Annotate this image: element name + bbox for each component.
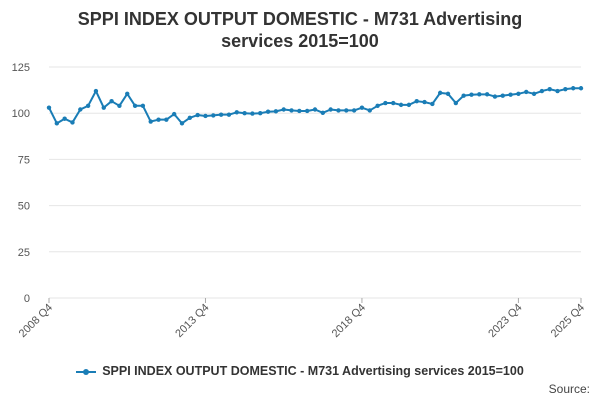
data-point[interactable] <box>336 108 341 113</box>
data-point[interactable] <box>218 112 224 117</box>
data-point[interactable] <box>320 110 326 116</box>
series-layer <box>46 86 584 126</box>
data-point[interactable] <box>453 100 459 106</box>
data-point[interactable] <box>125 91 130 97</box>
data-point[interactable] <box>289 108 294 113</box>
data-point[interactable] <box>54 121 60 126</box>
data-point[interactable] <box>469 92 474 97</box>
data-point[interactable] <box>406 102 412 108</box>
data-point[interactable] <box>430 101 435 107</box>
data-point[interactable] <box>234 110 239 115</box>
data-point[interactable] <box>85 103 91 109</box>
data-point[interactable] <box>164 117 169 122</box>
data-point[interactable] <box>484 92 490 97</box>
data-point[interactable] <box>570 86 576 91</box>
data-point[interactable] <box>312 107 318 112</box>
data-point[interactable] <box>242 111 247 116</box>
legend[interactable]: SPPI INDEX OUTPUT DOMESTIC - M731 Advert… <box>0 364 600 378</box>
data-point[interactable] <box>211 113 216 118</box>
chart-title: SPPI INDEX OUTPUT DOMESTIC - M731 Advert… <box>77 9 523 51</box>
data-point[interactable] <box>492 94 498 99</box>
data-point[interactable] <box>258 111 263 116</box>
data-point[interactable] <box>516 91 521 97</box>
data-point[interactable] <box>273 109 279 114</box>
data-point[interactable] <box>344 108 349 113</box>
data-point[interactable] <box>359 105 365 110</box>
x-tick-label: 2018 Q4 <box>330 302 368 340</box>
data-point[interactable] <box>226 112 232 117</box>
data-point[interactable] <box>281 107 286 112</box>
data-point[interactable] <box>445 91 451 97</box>
y-axis: 0 25 50 75 100 125 <box>12 62 30 305</box>
data-point[interactable] <box>187 115 193 121</box>
data-point[interactable] <box>101 105 106 110</box>
data-point[interactable] <box>351 108 357 113</box>
data-point[interactable] <box>578 86 584 91</box>
x-tick-label: 2013 Q4 <box>173 302 211 340</box>
data-point[interactable] <box>383 100 388 106</box>
x-tick-label: 2023 Q4 <box>486 302 524 340</box>
data-point[interactable] <box>422 99 427 105</box>
data-point[interactable] <box>477 92 482 97</box>
y-tick-label: 100 <box>12 108 30 120</box>
data-point[interactable] <box>508 92 513 97</box>
y-tick-label: 25 <box>18 247 30 259</box>
data-point[interactable] <box>297 108 302 114</box>
data-point[interactable] <box>156 117 161 122</box>
data-point[interactable] <box>78 107 83 112</box>
data-point[interactable] <box>391 100 396 106</box>
data-point[interactable] <box>531 91 537 97</box>
data-point[interactable] <box>179 121 185 126</box>
data-point[interactable] <box>563 86 568 92</box>
data-point[interactable] <box>62 116 67 121</box>
data-point[interactable] <box>46 105 52 110</box>
legend-swatch <box>76 368 97 375</box>
data-point[interactable] <box>304 108 310 114</box>
data-point[interactable] <box>414 98 419 104</box>
data-point[interactable] <box>375 103 380 109</box>
data-point[interactable] <box>265 109 271 114</box>
data-point[interactable] <box>109 98 114 104</box>
x-axis: 2008 Q4 2013 Q4 2018 Q4 2023 Q4 2025 Q4 <box>17 298 587 340</box>
data-point[interactable] <box>398 102 404 108</box>
data-point[interactable] <box>171 111 177 117</box>
y-tick-label: 0 <box>24 293 30 305</box>
data-point[interactable] <box>555 88 560 94</box>
data-point[interactable] <box>117 103 122 109</box>
x-tick-label: 2025 Q4 <box>549 302 587 340</box>
data-point[interactable] <box>70 120 75 125</box>
data-point[interactable] <box>437 90 443 96</box>
data-point[interactable] <box>93 88 99 94</box>
data-point[interactable] <box>148 119 153 124</box>
source-label: Source: <box>548 382 590 396</box>
legend-label: SPPI INDEX OUTPUT DOMESTIC - M731 Advert… <box>102 364 524 378</box>
data-point[interactable] <box>203 113 208 119</box>
data-point[interactable] <box>461 93 466 98</box>
data-point[interactable] <box>132 103 138 109</box>
data-point[interactable] <box>140 103 146 109</box>
data-point[interactable] <box>539 88 545 94</box>
y-tick-label: 125 <box>12 62 30 74</box>
data-point[interactable] <box>547 86 552 92</box>
data-point[interactable] <box>524 89 529 95</box>
data-point[interactable] <box>328 107 333 112</box>
y-tick-label: 50 <box>18 201 30 213</box>
data-point[interactable] <box>250 111 255 116</box>
data-point[interactable] <box>500 93 505 98</box>
data-point[interactable] <box>367 108 372 113</box>
y-tick-label: 75 <box>18 154 30 166</box>
x-tick-label: 2008 Q4 <box>17 302 55 340</box>
gridlines <box>49 66 581 299</box>
data-point[interactable] <box>195 112 200 118</box>
